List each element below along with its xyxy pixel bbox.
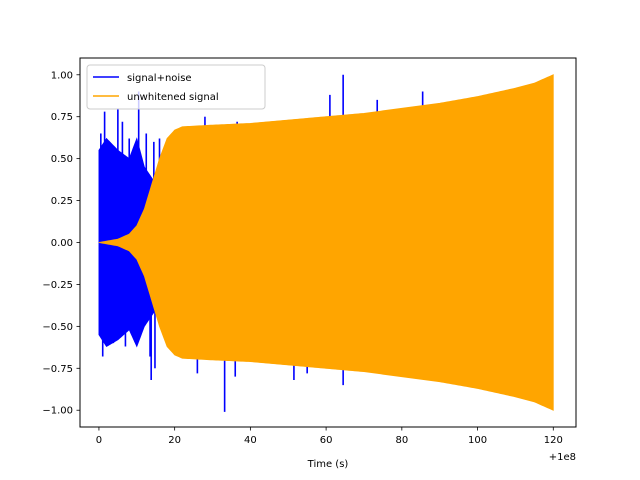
y-tick-label: 0.25: [51, 196, 73, 207]
y-tick-label: −0.75: [42, 364, 73, 375]
legend-label: signal+noise: [127, 73, 192, 84]
x-tick-label: 80: [395, 435, 408, 446]
legend: signal+noise unwhitened signal: [86, 64, 266, 110]
y-tick-label: −0.50: [42, 322, 73, 333]
y-tick-label: 0.00: [51, 238, 73, 249]
series-unwhitened-signal: [98, 74, 554, 411]
legend-box: [86, 64, 266, 110]
x-tick-label: 100: [468, 435, 487, 446]
y-tick-label: 0.75: [51, 112, 73, 123]
x-axis-offset-label: +1e8: [549, 452, 576, 463]
series-unwhitened-signal-band: [98, 74, 554, 411]
y-tick-label: −0.25: [42, 280, 73, 291]
legend-label: unwhitened signal: [127, 92, 219, 103]
x-axis-label: Time (s): [307, 459, 349, 470]
y-tick-label: 0.50: [51, 154, 73, 165]
y-tick-label: −1.00: [42, 406, 73, 417]
x-tick-label: 20: [168, 435, 181, 446]
x-tick-label: 60: [320, 435, 333, 446]
x-tick-label: 40: [244, 435, 257, 446]
x-tick-label: 0: [96, 435, 102, 446]
x-tick-label: 120: [544, 435, 563, 446]
y-tick-label: 1.00: [51, 70, 73, 81]
